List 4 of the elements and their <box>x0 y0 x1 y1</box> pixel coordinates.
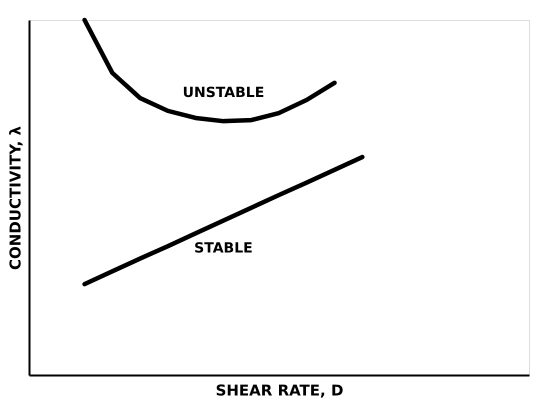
x-axis-title: SHEAR RATE, D <box>216 382 344 400</box>
series-label: STABLE <box>194 240 253 257</box>
y-axis-title: CONDUCTIVITY, λ <box>6 126 24 270</box>
series-label: UNSTABLE <box>182 85 264 102</box>
